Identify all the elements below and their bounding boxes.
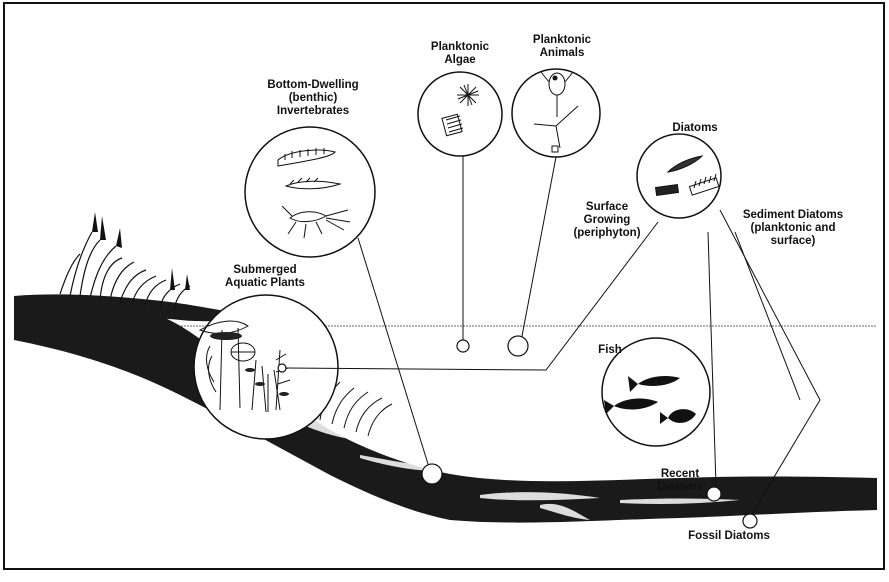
submerged-plants-circle xyxy=(193,294,339,440)
planktonic-animals-circle xyxy=(511,68,601,158)
label-planktonic-animals: Planktonic Animals xyxy=(532,34,592,59)
connector-lines xyxy=(285,156,821,515)
submerged-plants-illustration xyxy=(198,320,291,413)
shore-reeds xyxy=(59,231,191,311)
animals-sample-circle xyxy=(507,335,529,357)
label-recent-diatoms: Recent Diatoms xyxy=(657,468,703,493)
label-benthic-invertebrates: Bottom-Dwelling (benthic) Invertebrates xyxy=(267,79,359,117)
fossil-diatoms-sample-circle xyxy=(742,513,758,529)
label-sediment-diatoms: Sediment Diatoms (planktonic and surface) xyxy=(742,209,844,247)
planktonic-algae-illustration xyxy=(441,84,479,137)
label-planktonic-algae: Planktonic Algae xyxy=(430,41,490,66)
diagram-frame xyxy=(3,2,885,570)
label-surface-growing: Surface Growing (periphyton) xyxy=(573,201,641,239)
diatoms-illustration xyxy=(654,155,720,197)
benthic-sample-circle xyxy=(421,463,443,485)
plant-leaves xyxy=(210,332,289,396)
benthic-invertebrates-circle xyxy=(244,126,376,258)
algae-sample-circle xyxy=(456,339,470,353)
lake-sediment xyxy=(14,300,877,523)
shore-reed-leaves xyxy=(92,212,190,290)
benthic-invertebrates-illustration xyxy=(277,148,351,239)
diatoms-circle xyxy=(636,133,722,219)
fish-illustration xyxy=(604,376,696,424)
label-diatoms: Diatoms xyxy=(672,122,718,134)
planktonic-algae-circle xyxy=(417,71,503,157)
planktonic-animals-illustration xyxy=(533,71,579,153)
label-fish: Fish xyxy=(598,344,622,356)
label-submerged-plants: Submerged Aquatic Plants xyxy=(225,264,305,289)
periphyton-sample-circle xyxy=(277,363,287,373)
label-fossil-diatoms: Fossil Diatoms xyxy=(688,530,770,542)
recent-diatoms-sample-circle xyxy=(706,486,722,502)
